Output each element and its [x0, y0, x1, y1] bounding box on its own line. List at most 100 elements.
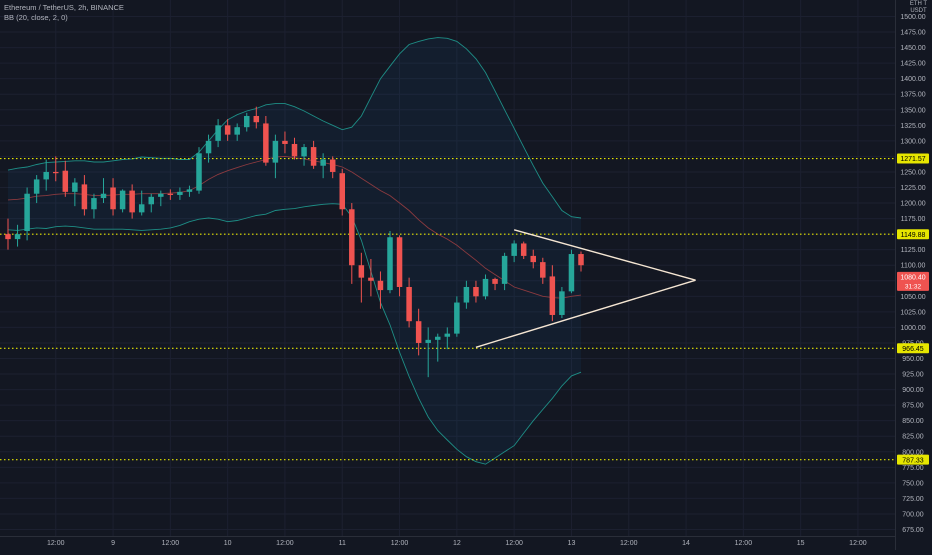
candle-body: [415, 321, 422, 343]
y-tick-label: 1450.00: [900, 45, 925, 52]
candle-body: [396, 237, 403, 287]
candle-body: [473, 286, 479, 297]
candle-body: [138, 204, 145, 213]
x-tick-label: 12:00: [735, 540, 753, 547]
candle-body: [511, 243, 517, 256]
y-tick-label: 700.00: [902, 511, 924, 518]
y-tick-label: 825.00: [902, 434, 924, 441]
indicator-title[interactable]: BB (20, close, 2, 0): [4, 13, 68, 22]
y-tick-label: 1400.00: [900, 76, 925, 83]
y-tick-label: 1000.00: [900, 325, 925, 332]
candle-body: [463, 286, 470, 303]
x-tick-label: 13: [568, 540, 576, 547]
x-tick-label: 14: [682, 540, 690, 547]
candle-body: [501, 255, 508, 284]
candle-body: [320, 159, 326, 166]
candle-body: [482, 278, 489, 297]
level-price-text: 966.45: [902, 346, 924, 353]
y-tick-label: 925.00: [902, 372, 924, 379]
candle-body: [578, 254, 584, 266]
current-price-text: 1080.40: [900, 275, 925, 282]
y-tick-label: 850.00: [902, 418, 924, 425]
level-price-text: 1149.88: [901, 232, 926, 239]
triangle-pattern[interactable]: [475, 229, 696, 348]
candle-body: [234, 127, 240, 135]
x-tick-label: 12:00: [849, 540, 867, 547]
y-tick-label: 1025.00: [900, 309, 925, 316]
candle-body: [119, 190, 126, 210]
horizontal-levels[interactable]: [0, 157, 895, 461]
price-scale-currency[interactable]: ETH T USDT: [905, 1, 932, 15]
y-tick-label: 1250.00: [900, 169, 925, 176]
candle-body: [263, 123, 269, 163]
candle-body: [310, 147, 317, 166]
y-tick-label: 800.00: [902, 449, 924, 456]
candle-body: [377, 280, 384, 291]
candle-body: [549, 276, 556, 315]
y-tick-label: 1475.00: [900, 30, 925, 37]
candle-body: [349, 209, 355, 266]
level-price-tag: [897, 153, 929, 164]
candle-body: [177, 191, 183, 195]
y-tick-label: 1125.00: [901, 247, 926, 254]
candle-body: [148, 196, 154, 205]
level-price-text: 1271.57: [900, 156, 925, 163]
level-price-text: 787.33: [902, 457, 924, 464]
x-tick-label: 12:00: [47, 540, 65, 547]
candle-body: [520, 243, 527, 256]
y-tick-label: 775.00: [902, 465, 924, 472]
candle-countdown-text: 31:32: [905, 283, 922, 290]
symbol-title[interactable]: Ethereum / TetherUS, 2h, BINANCE: [4, 3, 124, 12]
candle-body: [158, 193, 164, 197]
y-tick-label: 1050.00: [900, 294, 925, 301]
triangle-upper-line[interactable]: [513, 229, 696, 281]
currency-line-2: USDT: [910, 8, 927, 14]
candle-body: [205, 140, 212, 154]
candle-body: [339, 173, 345, 210]
candle-body: [215, 125, 221, 141]
candles: [5, 106, 584, 378]
y-tick-label: 1325.00: [900, 123, 925, 130]
x-tick-label: 12:00: [505, 540, 523, 547]
y-tick-label: 675.00: [902, 527, 924, 534]
candle-body: [33, 179, 40, 194]
candle-body: [291, 143, 298, 157]
y-tick-label: 1225.00: [900, 185, 925, 192]
x-tick-label: 9: [111, 540, 115, 547]
x-tick-label: 10: [224, 540, 232, 547]
candle-body: [282, 140, 288, 144]
bb-upper-band: [7, 37, 582, 219]
candle-body: [167, 193, 174, 195]
x-tick-label: 12:00: [162, 540, 180, 547]
candle-body: [100, 193, 107, 199]
current-price-tag: [897, 271, 929, 291]
candle-body: [358, 265, 365, 278]
candle-body: [387, 237, 393, 291]
candle-body: [559, 291, 565, 315]
y-tick-label: 875.00: [902, 403, 924, 410]
y-tick-label: 1100.00: [901, 263, 926, 270]
candle-body: [368, 277, 374, 281]
currency-line-1: ETH T: [909, 1, 928, 7]
triangle-lower-line[interactable]: [475, 279, 696, 348]
x-tick-label: 12:00: [620, 540, 638, 547]
x-tick-label: 11: [339, 540, 346, 547]
y-tick-label: 1175.00: [901, 216, 926, 223]
y-tick-label: 750.00: [902, 480, 924, 487]
candle-body: [272, 140, 279, 163]
y-tick-label: 1375.00: [900, 92, 925, 99]
candle-body: [253, 115, 260, 123]
y-tick-label: 1500.00: [900, 14, 925, 21]
candle-body: [530, 255, 536, 263]
x-tick-label: 12: [453, 540, 461, 547]
candle-body: [129, 190, 135, 213]
x-tick-label: 12:00: [276, 540, 294, 547]
candle-body: [444, 333, 451, 337]
level-price-tag: [897, 229, 929, 240]
y-tick-label: 1350.00: [900, 107, 925, 114]
candle-body: [186, 189, 193, 192]
candle-body: [224, 125, 231, 135]
